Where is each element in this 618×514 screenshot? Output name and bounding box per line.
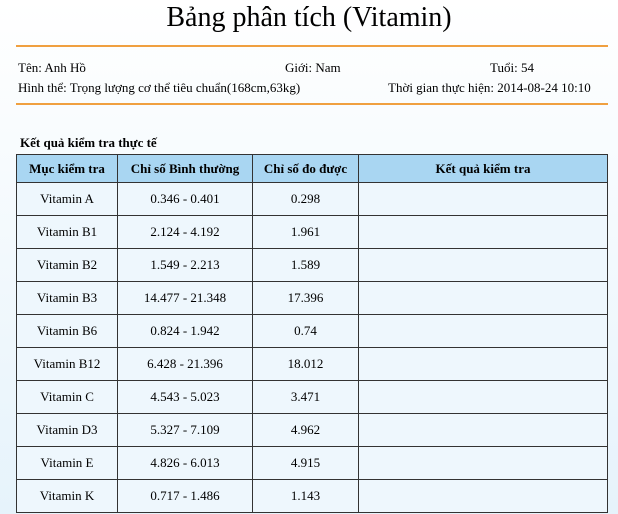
table-row: Vitamin A 0.346 - 0.401 0.298 [16,182,608,216]
divider [16,103,608,105]
table-cell: 4.826 - 6.013 [117,446,253,480]
table-cell: 6.428 - 21.396 [117,347,253,381]
result-cell [358,215,608,249]
table-row: Vitamin B3 14.477 - 21.348 17.396 [16,281,608,315]
section-title: Kết quả kiểm tra thực tế [20,135,157,150]
table-cell: Vitamin K [16,479,118,513]
table-cell: 1.589 [252,248,359,282]
table-row: Vitamin B12 6.428 - 21.396 18.012 [16,347,608,381]
table-cell: 1.549 - 2.213 [117,248,253,282]
column-header: Chỉ số Bình thường [117,154,253,183]
table-cell: Vitamin E [16,446,118,480]
table-cell: 4.543 - 5.023 [117,380,253,414]
result-cell [358,182,608,216]
column-header: Kết quả kiểm tra [358,154,608,183]
result-cell [358,281,608,315]
table-cell: 0.346 - 0.401 [117,182,253,216]
result-cell [358,248,608,282]
table-row: Vitamin C 4.543 - 5.023 3.471 [16,380,608,414]
result-cell [358,314,608,348]
table-cell: 17.396 [252,281,359,315]
table-row: Vitamin D3 5.327 - 7.109 4.962 [16,413,608,447]
table-cell: Vitamin B2 [16,248,118,282]
table-row: Vitamin B2 1.549 - 2.213 1.589 [16,248,608,282]
page-title: Bảng phân tích (Vitamin) [166,2,452,33]
table-cell: 0.74 [252,314,359,348]
table-cell: Vitamin D3 [16,413,118,447]
result-cell [358,380,608,414]
gender: Giới: Nam [285,60,341,75]
result-table: Mục kiểm tra Chỉ số Bình thường Chỉ số đo … [16,154,608,513]
test-time: Thời gian thực hiện: 2014-08-24 10:10 [388,80,591,95]
column-header: Mục kiểm tra [16,154,118,183]
result-cell [358,413,608,447]
table-cell: 14.477 - 21.348 [117,281,253,315]
table-cell: Vitamin B12 [16,347,118,381]
table-cell: 1.961 [252,215,359,249]
table-cell: Vitamin C [16,380,118,414]
table-cell: Vitamin A [16,182,118,216]
table-cell: 0.824 - 1.942 [117,314,253,348]
table-cell: 18.012 [252,347,359,381]
result-cell [358,479,608,513]
table-cell: 4.962 [252,413,359,447]
result-cell [358,347,608,381]
patient-name: Tên: Anh Hồ [18,60,86,75]
table-cell: 0.717 - 1.486 [117,479,253,513]
age: Tuổi: 54 [490,60,534,75]
table-row: Vitamin E 4.826 - 6.013 4.915 [16,446,608,480]
header-row: Mục kiểm tra Chỉ số Bình thường Chỉ số đo … [16,154,608,183]
column-header: Chỉ số đo được [252,154,359,183]
divider [16,45,608,47]
table-cell: Vitamin B1 [16,215,118,249]
table-cell: 3.471 [252,380,359,414]
table-cell: 5.327 - 7.109 [117,413,253,447]
table-cell: 1.143 [252,479,359,513]
table-cell: 4.915 [252,446,359,480]
table-cell: 2.124 - 4.192 [117,215,253,249]
table-cell: Vitamin B3 [16,281,118,315]
table-cell: Vitamin B6 [16,314,118,348]
body-type: Hình thể: Trọng lượng cơ thể tiêu chuẩn(… [18,80,301,95]
table-row: Vitamin K 0.717 - 1.486 1.143 [16,479,608,513]
table-row: Vitamin B1 2.124 - 4.192 1.961 [16,215,608,249]
table-cell: 0.298 [252,182,359,216]
table-row: Vitamin B6 0.824 - 1.942 0.74 [16,314,608,348]
result-cell [358,446,608,480]
